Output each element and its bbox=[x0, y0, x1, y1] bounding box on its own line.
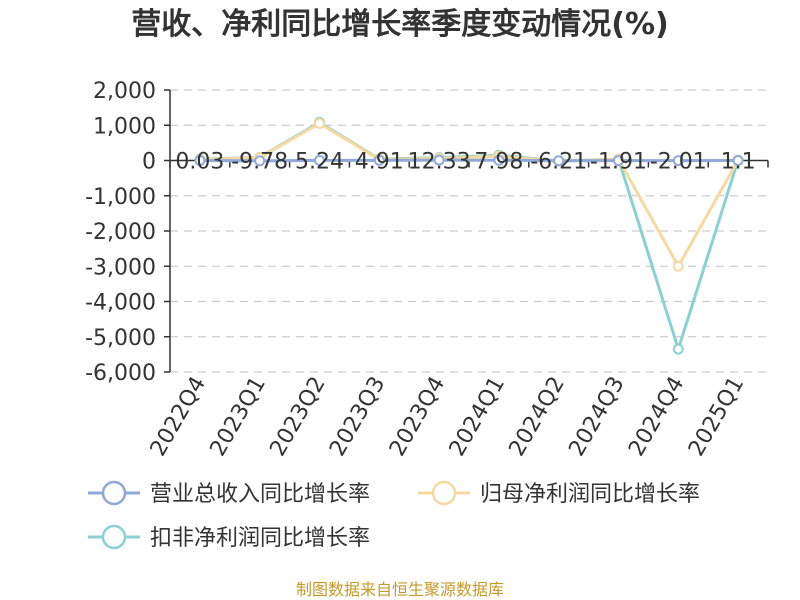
data-label: 12.33 bbox=[408, 150, 471, 175]
data-point bbox=[373, 154, 385, 166]
x-tick-label: 2023Q2 bbox=[265, 373, 330, 461]
source-note: 制图数据来自恒生聚源数据库 bbox=[296, 580, 504, 599]
data-label: 4.91 bbox=[355, 150, 404, 175]
y-tick-label: -2,000 bbox=[85, 220, 156, 245]
data-label: 0.03 bbox=[175, 150, 224, 175]
legend-label: 营业总收入同比增长率 bbox=[150, 482, 370, 507]
legend-marker bbox=[431, 480, 457, 506]
data-point bbox=[672, 343, 684, 355]
data-label: -6.21 bbox=[530, 150, 587, 175]
series-lines bbox=[194, 116, 744, 355]
x-tick-label: 2025Q1 bbox=[684, 373, 749, 461]
data-label: -9.78 bbox=[231, 150, 288, 175]
y-tick-label: -3,000 bbox=[85, 255, 156, 280]
x-tick-label: 2024Q4 bbox=[624, 373, 689, 461]
y-axis-tick-labels: 2,000 1,000 0 -1,000 -2,000 -3,000 -4,000 -5,00… bbox=[85, 79, 156, 386]
data-point bbox=[732, 154, 744, 166]
data-point bbox=[433, 154, 445, 166]
y-tick-label: -1,000 bbox=[85, 185, 156, 210]
x-tick-label: 2023Q3 bbox=[325, 373, 390, 461]
chart-title: 营收、净利同比增长率季度变动情况(%) bbox=[131, 7, 668, 42]
x-tick-label: 2023Q1 bbox=[206, 373, 271, 461]
data-point bbox=[672, 155, 684, 167]
gridlines bbox=[164, 89, 768, 373]
legend-label: 归母净利润同比增长率 bbox=[480, 482, 700, 507]
x-tick-label: 2024Q2 bbox=[505, 373, 570, 461]
x-axis-tick-labels: 2022Q42023Q12023Q22023Q32023Q42024Q12024… bbox=[146, 372, 750, 460]
legend-marker bbox=[101, 480, 127, 506]
series-line bbox=[199, 158, 739, 163]
data-point bbox=[613, 155, 624, 167]
data-point bbox=[314, 117, 325, 129]
data-label: -2.01 bbox=[650, 150, 707, 175]
x-tick-label: 2024Q1 bbox=[445, 373, 510, 461]
data-label: -1.91 bbox=[590, 150, 647, 175]
legend-label: 扣非净利润同比增长率 bbox=[150, 526, 370, 551]
y-tick-label: -6,000 bbox=[85, 361, 156, 386]
x-tick-label: 2023Q4 bbox=[385, 372, 450, 460]
data-labels: 0.03 -9.78 5.24 4.91 12.33 7.98 -6.21 -1.91 -2.0… bbox=[175, 150, 755, 175]
data-label: 1.1 bbox=[721, 150, 756, 175]
y-tick-label: 1,000 bbox=[93, 114, 156, 139]
y-tick-label: -5,000 bbox=[85, 326, 156, 351]
y-tick-label: 2,000 bbox=[93, 79, 156, 104]
y-tick-label: -4,000 bbox=[85, 291, 156, 316]
data-label: 5.24 bbox=[295, 150, 344, 175]
data-point bbox=[672, 260, 684, 272]
legend-marker bbox=[101, 524, 127, 550]
series-line bbox=[199, 121, 740, 268]
data-point bbox=[493, 154, 505, 166]
data-point bbox=[194, 154, 206, 166]
data-point bbox=[314, 154, 325, 166]
data-point bbox=[254, 155, 266, 167]
data-label: 7.98 bbox=[474, 150, 523, 175]
data-point bbox=[553, 155, 565, 167]
x-tick-label: 2024Q3 bbox=[564, 373, 629, 461]
y-tick-label: 0 bbox=[142, 150, 156, 175]
